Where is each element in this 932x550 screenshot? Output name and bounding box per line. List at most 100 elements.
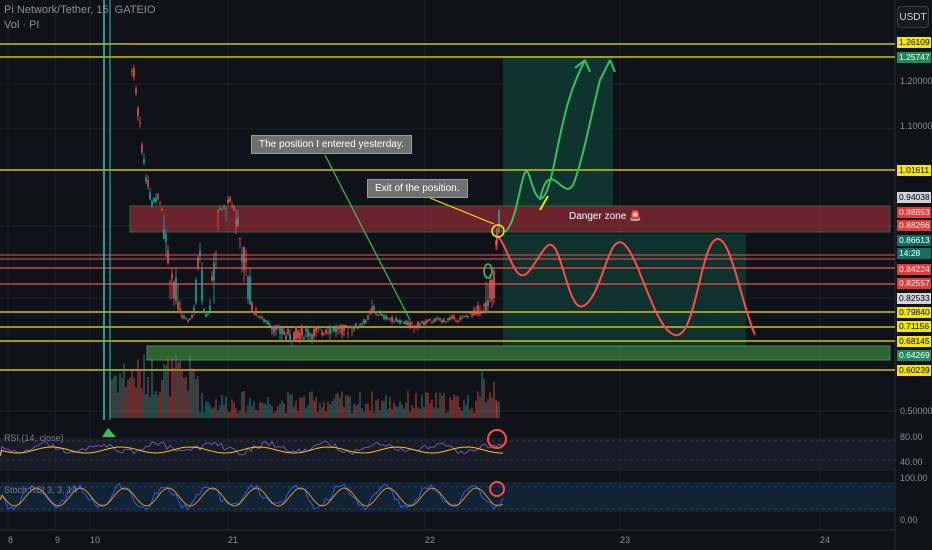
volume-bar	[441, 396, 443, 418]
volume-bar	[433, 407, 435, 418]
price-tag: 14:28	[897, 248, 931, 259]
candle-body	[115, 44, 117, 45]
volume-bar	[117, 392, 119, 418]
currency-button[interactable]: USDT	[897, 6, 929, 28]
volume-bar	[423, 407, 425, 418]
volume-bar	[413, 408, 415, 418]
candle-body	[327, 332, 329, 334]
candle-body	[167, 250, 169, 264]
volume-bar	[125, 387, 127, 418]
volume-bar	[465, 404, 467, 418]
candle-body	[281, 328, 283, 335]
candle-body	[359, 323, 361, 326]
candle-body	[419, 323, 421, 326]
candle-body	[447, 318, 449, 321]
stoch-tick: 0.00	[900, 515, 918, 525]
candle-body	[189, 318, 191, 321]
volume-bar	[395, 406, 397, 418]
candle-body	[485, 302, 487, 313]
candle-body	[399, 320, 401, 324]
candle-body	[155, 197, 157, 202]
candle-body	[275, 326, 277, 331]
price-tag: 1.26109	[897, 37, 931, 48]
candle-body	[233, 206, 235, 211]
time-axis-tick: 8	[8, 535, 13, 545]
candle-body	[351, 331, 353, 333]
candle-body	[417, 321, 419, 327]
volume-bar	[179, 360, 181, 418]
candle-body	[325, 329, 327, 334]
volume-bar	[347, 395, 349, 418]
candle-body	[289, 333, 291, 341]
volume-bar	[301, 397, 303, 418]
volume-bar	[379, 410, 381, 418]
volume-bar	[489, 391, 491, 418]
volume-bar	[325, 411, 327, 418]
volume-bar	[491, 397, 493, 418]
candle-body	[283, 331, 285, 335]
volume-bar	[451, 399, 453, 418]
candle-body	[225, 207, 227, 209]
volume-bar	[269, 404, 271, 418]
volume-bar	[429, 402, 431, 418]
candle-body	[455, 321, 457, 323]
candle-body	[381, 313, 383, 316]
candle-body	[161, 209, 163, 211]
volume-bar	[279, 403, 281, 418]
candle-body	[299, 332, 301, 339]
candle-body	[437, 318, 439, 320]
candle-body	[333, 327, 335, 332]
volume-bar	[243, 391, 245, 418]
candle-body	[297, 330, 299, 338]
volume-bar	[121, 377, 123, 418]
candle-body	[249, 276, 251, 304]
candle-body	[423, 322, 425, 326]
candle-body	[231, 204, 233, 206]
volume-bar	[287, 392, 289, 418]
volume-bar	[157, 395, 159, 418]
volume-bar	[109, 378, 111, 418]
candle-body	[495, 240, 497, 245]
stoch-label: Stoch RSI 3, 3, 14	[4, 485, 77, 495]
candle-body	[489, 280, 491, 299]
candle-body	[471, 313, 473, 317]
candle-body	[323, 333, 325, 335]
candle-body	[453, 316, 455, 320]
candle-body	[383, 315, 385, 319]
candle-body	[165, 234, 167, 243]
candle-body	[491, 279, 493, 301]
candle-body	[329, 326, 331, 334]
candle-body	[481, 312, 483, 314]
volume-bar	[377, 398, 379, 418]
volume-bar	[119, 373, 121, 418]
volume-bar	[391, 409, 393, 418]
candle-body	[171, 273, 173, 279]
candle-body	[279, 326, 281, 334]
candle-body	[111, 44, 113, 45]
volume-bar	[445, 412, 447, 418]
rsi-circle-marker	[487, 429, 507, 449]
projection-up-left	[504, 59, 591, 233]
volume-bar	[373, 412, 375, 418]
volume-bar	[129, 377, 131, 418]
volume-bar	[251, 405, 253, 418]
volume-bar	[303, 396, 305, 418]
candle-body	[407, 322, 409, 325]
volume-bar	[407, 391, 409, 418]
volume-bar	[383, 401, 385, 418]
candle-body	[367, 315, 369, 320]
volume-bar	[493, 381, 495, 418]
volume-bar	[467, 395, 469, 418]
volume-bar	[443, 393, 445, 418]
candle-body	[335, 326, 337, 332]
volume-bar	[357, 404, 359, 418]
volume-bar	[437, 407, 439, 418]
volume-bar	[365, 403, 367, 418]
candle-body	[363, 319, 365, 324]
price-tag: 0.94038	[897, 192, 931, 203]
volume-bar	[255, 409, 257, 418]
candle-body	[109, 44, 111, 45]
candle-body	[475, 311, 477, 315]
candle-body	[385, 316, 387, 320]
